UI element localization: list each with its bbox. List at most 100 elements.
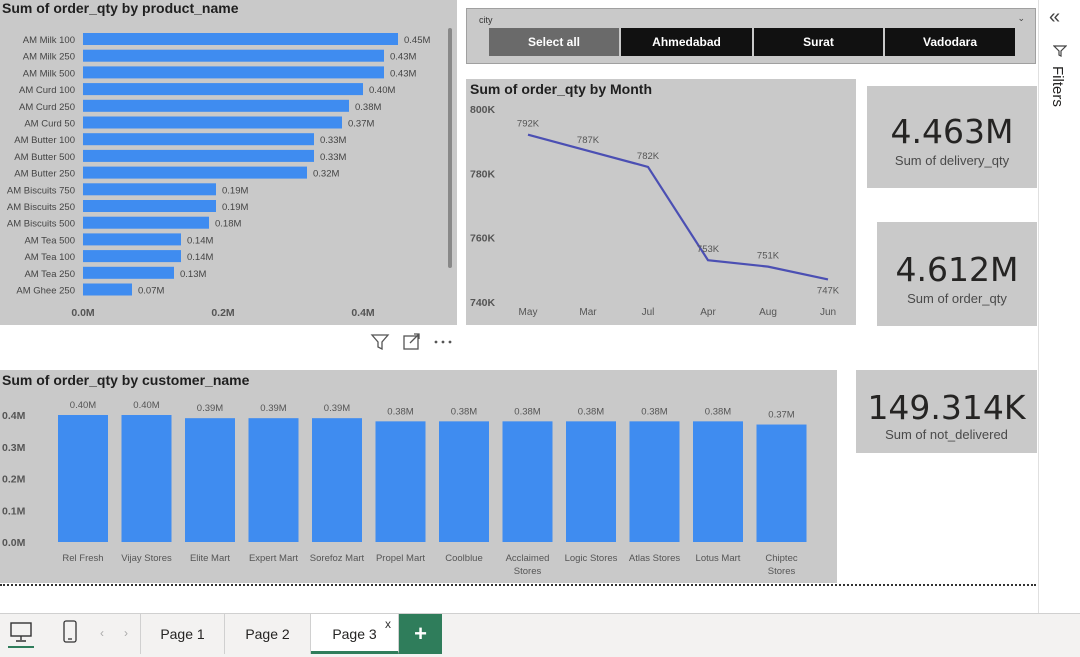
customer-x-tick: Elite Mart [190,553,230,564]
chevron-left-icon[interactable]: ‹ [100,626,104,640]
product-data-label: 0.14M [187,235,213,246]
mobile-view-icon[interactable] [58,619,82,645]
customer-data-label: 0.38M [514,406,540,417]
month-x-tick: Jun [820,307,836,318]
product-bar[interactable] [83,283,132,296]
product-data-label: 0.07M [138,286,164,297]
customer-y-tick: 0.3M [2,442,26,454]
product-data-label: 0.33M [320,135,346,146]
customer-bar[interactable] [185,418,235,542]
product-data-label: 0.19M [222,185,248,196]
product-category-label: AM Butter 250 [14,169,75,180]
customer-data-label: 0.39M [197,403,223,414]
chevron-down-icon[interactable]: ⌄ [1017,13,1025,23]
close-tab-icon[interactable]: x [385,617,391,631]
customer-bar[interactable] [312,418,362,542]
kpi-value: 4.463M [890,112,1014,151]
customer-bar[interactable] [121,415,172,542]
product-bar[interactable] [83,149,314,162]
desktop-view-icon[interactable] [8,620,34,648]
product-bar[interactable] [83,166,307,179]
slicer-option-vadodara[interactable]: Vadodara [885,28,1015,56]
month-data-label: 751K [757,251,780,262]
customer-bar[interactable] [566,421,616,542]
tab-label: Page 3 [332,625,377,642]
customer-x-tick: Acclaimed Stores [506,553,550,577]
customer-y-tick: 0.4M [2,410,26,422]
month-series-line[interactable] [527,133,829,281]
kpi-value: 4.612M [895,250,1019,289]
customer-chart-title: Sum of order_qty by customer_name [2,372,250,388]
product-data-label: 0.33M [320,152,346,163]
tab-page-2[interactable]: Page 2 [225,614,311,654]
customer-bar[interactable] [502,421,553,542]
product-bar[interactable] [83,250,181,263]
customer-bar[interactable] [248,418,299,542]
customer-x-tick: Atlas Stores [629,553,680,564]
slicer-option-surat[interactable]: Surat [754,28,883,56]
customer-data-label: 0.40M [133,400,159,411]
slicer-option-ahmedabad[interactable]: Ahmedabad [621,28,752,56]
tab-page-1[interactable]: Page 1 [140,614,225,654]
collapse-icon[interactable]: « [1049,6,1061,28]
customer-bar[interactable] [756,424,807,542]
month-data-label: 753K [697,244,720,255]
customer-x-tick: Rel Fresh [62,553,103,564]
month-y-tick: 780K [470,168,496,180]
product-bar[interactable] [83,183,216,196]
product-data-label: 0.43M [390,52,416,63]
filters-pane[interactable]: « Filters [1038,0,1080,614]
customer-data-label: 0.38M [387,406,413,417]
month-x-tick: Jul [642,307,655,318]
month-x-tick: Apr [700,307,716,318]
slicer-option-select-all[interactable]: Select all [489,28,619,56]
customer-data-label: 0.38M [705,406,731,417]
customer-chart-panel[interactable]: Sum of order_qty by customer_name 0.4M 0.… [0,370,837,583]
chevron-right-icon[interactable]: › [124,626,128,640]
product-bar[interactable] [83,83,363,96]
product-bar[interactable] [83,116,342,129]
customer-data-label: 0.38M [578,406,604,417]
customer-bar[interactable] [439,421,489,542]
filters-label[interactable]: Filters [1049,66,1066,107]
product-bar[interactable] [83,49,384,62]
product-category-label: AM Ghee 250 [16,286,75,297]
product-category-label: AM Biscuits 500 [7,219,75,230]
product-bar[interactable] [83,233,181,246]
tab-page-3[interactable]: Page 3 [311,614,399,654]
product-bar[interactable] [83,99,349,112]
customer-column-chart: 0.4M 0.3M 0.2M 0.1M 0.0M 0.40M Rel Fresh 0.40M V… [2,400,807,577]
filter-icon[interactable] [370,334,390,351]
product-category-label: AM Milk 500 [23,68,75,79]
customer-y-tick: 0.0M [2,537,26,549]
product-chart-scrollbar[interactable] [448,28,452,268]
month-chart-panel[interactable]: Sum of order_qty by Month 800K 780K 760K 74… [466,79,856,325]
product-bar[interactable] [83,133,314,146]
product-category-label: AM Butter 500 [14,152,75,163]
product-chart-panel[interactable]: Sum of order_qty by product_name AM Milk… [0,0,457,325]
customer-bar[interactable] [375,421,426,542]
product-data-label: 0.32M [313,169,339,180]
customer-data-label: 0.39M [324,403,350,414]
customer-x-tick: Expert Mart [249,553,298,564]
month-data-label: 782K [637,151,660,162]
product-bar[interactable] [83,33,398,45]
product-category-label: AM Milk 250 [23,52,75,63]
product-data-label: 0.38M [355,102,381,113]
customer-bar[interactable] [693,421,743,542]
product-bar[interactable] [83,66,384,79]
add-page-button[interactable]: + [399,614,442,654]
kpi-card-delivery-qty[interactable]: 4.463M Sum of delivery_qty [867,86,1037,188]
customer-bar[interactable] [629,421,680,542]
product-bar[interactable] [83,266,174,279]
more-options-icon[interactable] [434,340,452,344]
product-bar[interactable] [83,216,209,229]
kpi-label: Sum of order_qty [907,291,1007,306]
focus-mode-icon[interactable] [403,333,420,350]
product-bar[interactable] [83,200,216,212]
customer-bar[interactable] [58,415,108,542]
kpi-label: Sum of delivery_qty [894,153,1010,168]
kpi-card-order-qty[interactable]: 4.612M Sum of order_qty [877,222,1037,326]
kpi-card-not-delivered[interactable]: 149.314K Sum of not_delivered [856,370,1037,453]
customer-x-tick: Coolblue [445,553,483,564]
